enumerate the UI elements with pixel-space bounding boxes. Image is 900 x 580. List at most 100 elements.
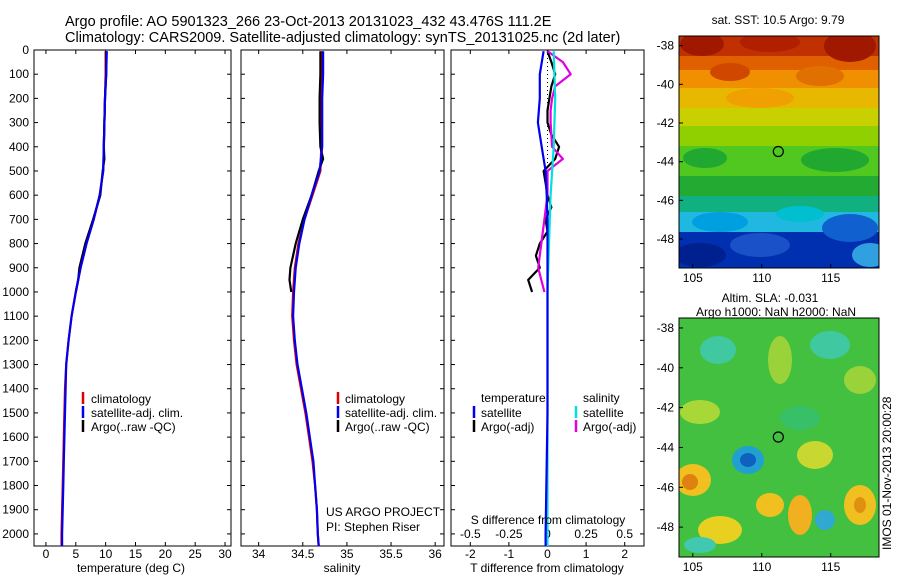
longitude-tick-label: 105 [683,560,703,574]
sst-map-frame [678,35,880,269]
depth-tick-label: 100 [9,67,29,81]
argo-location-marker [772,145,784,158]
depth-tick-label: 1900 [2,503,29,517]
legend-label-satellite: satellite-adj. clim. [91,406,183,420]
temperature-axis-tick-label: 15 [129,547,143,561]
latitude-tick-label: -48 [657,520,675,534]
t-argo-difference-line [527,50,561,293]
legend-label-t-satellite: satellite [481,406,522,420]
sla-map-title: Altim. SLA: -0.031 [722,291,819,305]
pi-credit: PI: Stephen Riser [326,520,420,534]
salinity-axis-tick-label: 34.5 [291,547,315,561]
temperature-axis-tick-label: 5 [72,547,79,561]
sst-map-title: sat. SST: 10.5 Argo: 9.79 [712,13,845,27]
salinity-axis-tick-label: 35 [340,547,354,561]
depth-tick-label: 1000 [2,285,29,299]
t-satellite-difference-line [536,51,549,546]
imos-credit: IMOS 01-Nov-2013 20:00:28 [880,396,894,550]
argo-temperature-line [74,51,108,293]
s-difference-tick-label: -0.25 [495,527,523,541]
project-credit: US ARGO PROJECT [326,505,441,519]
temperature-axis: 0 5 10 15 20 25 30 [43,50,232,561]
legend-title-temperature: temperature [481,391,546,405]
depth-tick-label: 1400 [2,382,29,396]
legend-label-climatology: climatology [91,392,151,406]
longitude-tick-label: 105 [683,271,703,285]
salinity-legend: climatology satellite-adj. clim. Argo(..… [336,392,437,434]
argo-salinity-line [288,51,325,293]
s-difference-tick-label: -0.5 [460,527,481,541]
s-argo-difference-line [537,50,572,293]
depth-tick-label: 0 [22,43,29,57]
depth-tick-label: 900 [9,261,29,275]
sla-map-axes: 105 110 115 -38 -40 -42 -44 -46 -48 [657,321,841,574]
salinity-axis-tick-label: 35.5 [379,547,403,561]
t-difference-axis-tick-label: -2 [465,547,476,561]
sla-heatmap [679,318,879,557]
longitude-tick-label: 110 [752,560,771,574]
temperature-axis-tick-label: 10 [99,547,113,561]
depth-tick-label: 800 [9,237,29,251]
latitude-tick-label: -38 [657,321,675,335]
temperature-series [60,51,108,546]
figure-title-line1: Argo profile: AO 5901323_266 23-Oct-2013… [65,14,552,30]
sla-map-subtitle: Argo h1000: NaN h2000: NaN [696,305,856,319]
salinity-axis-tick-label: 34 [252,547,266,561]
latitude-tick-label: -44 [657,155,675,169]
latitude-tick-label: -46 [657,193,675,207]
latitude-tick-label: -44 [657,440,675,454]
salinity-axis-tick-label: 36 [428,547,442,561]
latitude-tick-label: -40 [657,361,675,375]
depth-tick-label: 1100 [3,309,29,323]
difference-legend: temperature salinity satellite Argo(-adj… [472,391,636,434]
salinity-panel-frame [240,49,445,547]
depth-tick-label: 600 [9,188,29,202]
latitude-tick-label: -38 [657,39,675,53]
depth-tick-label: 1200 [2,333,29,347]
s-satellite-difference-line [546,51,557,546]
depth-tick-label: 1500 [2,406,29,420]
depth-tick-label: 1600 [2,430,29,444]
argo-location-marker [772,431,784,443]
longitude-tick-label: 110 [752,271,771,285]
depth-tick-label: 500 [9,164,29,178]
t-difference-axis-label: T difference from climatology [470,561,624,575]
legend-label-s-satellite: satellite [583,406,624,420]
s-difference-tick-label: 0.25 [574,527,598,541]
t-difference-axis-tick-label: 1 [583,547,590,561]
legend-label-satellite: satellite-adj. clim. [345,406,437,420]
difference-series [527,50,572,546]
temperature-axis-label: temperature (deg C) [77,561,185,575]
t-difference-axis-tick-label: 0 [544,547,551,561]
longitude-tick-label: 115 [821,560,840,574]
latitude-tick-label: -46 [657,480,675,494]
longitude-tick-label: 115 [821,271,840,285]
depth-tick-label: 400 [9,140,29,154]
temperature-axis-tick-label: 0 [43,547,50,561]
legend-label-argo: Argo(..raw -QC) [91,420,176,434]
legend-label-t-argo: Argo(-adj) [481,420,534,434]
depth-tick-label: 1700 [2,454,29,468]
depth-tick-label: 300 [9,116,29,130]
salinity-axis-label: salinity [324,561,361,575]
temperature-panel-frame [33,49,232,547]
legend-label-climatology: climatology [345,392,405,406]
latitude-tick-label: -48 [657,232,675,246]
depth-tick-label: 1800 [2,479,29,493]
sla-map-frame [678,317,880,558]
latitude-tick-label: -40 [657,77,675,91]
depth-tick-label: 1300 [2,358,29,372]
sst-heatmap [679,36,879,268]
depth-tick-label: 200 [9,91,29,105]
sst-map-axes: 105 110 115 -38 -40 -42 -44 -46 -48 [657,39,841,285]
temperature-axis-tick-label: 20 [159,547,173,561]
depth-tick-label: 2000 [2,527,29,541]
t-difference-axis-tick-label: 2 [621,547,628,561]
t-difference-axis-tick-label: -1 [504,547,515,561]
climatology-temperature-line [60,51,107,546]
satellite-temperature-line [60,51,108,546]
s-difference-axis-label: S difference from climatology [471,513,626,527]
depth-tick-label: 700 [9,212,29,226]
salinity-series [288,51,325,547]
